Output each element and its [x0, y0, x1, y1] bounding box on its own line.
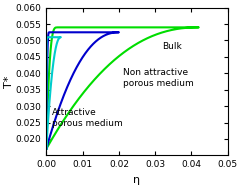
Text: Non attractive
porous medium: Non attractive porous medium [122, 68, 193, 88]
X-axis label: η: η [134, 175, 141, 185]
Text: Attractive
porous medium: Attractive porous medium [52, 108, 122, 128]
Text: Bulk: Bulk [162, 42, 182, 51]
Y-axis label: T*: T* [4, 75, 14, 88]
